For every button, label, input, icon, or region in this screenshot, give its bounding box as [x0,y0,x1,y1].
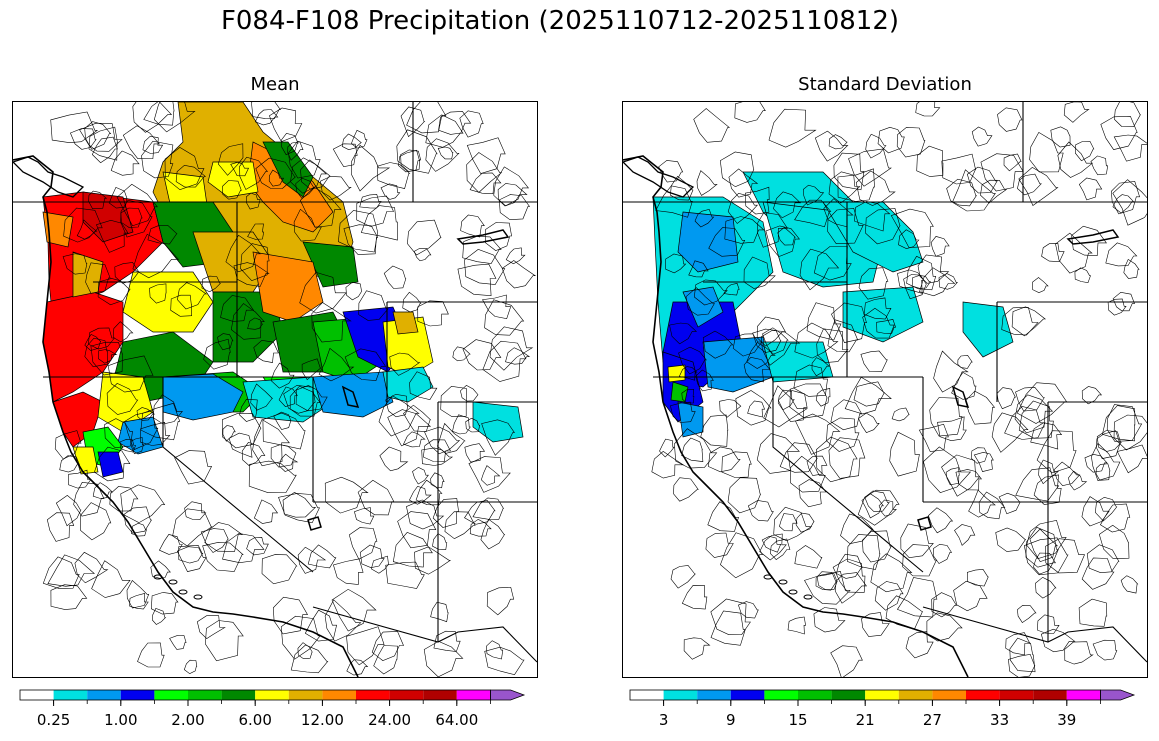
colorbar-stddev: 3 9 15 21 27 33 39 [629,689,1150,735]
figure-title: F084-F108 Precipitation (2025110712-2025… [220,6,900,36]
colorbar-swatch [966,690,1000,700]
island [153,574,163,580]
colorbar-tick-label: 6.00 [238,711,271,729]
great-salt-lake [341,385,360,408]
colorbar-swatch [630,690,664,700]
precip-region [82,191,134,243]
precip-regions [42,102,524,478]
colorbar-mean: 0.25 1.00 2.00 6.00 12.00 24.00 64.00 [19,689,540,735]
precip-region [472,401,524,443]
colorbar-swatch [423,690,457,700]
colorbar-swatch [456,690,491,700]
colorbar-swatch [999,690,1034,700]
colorbar-swatch [356,690,390,700]
colorbar-swatch [188,690,222,700]
island [178,589,188,595]
precip-region [677,401,704,438]
colorbar-swatch [831,690,866,700]
colorbar-swatch [389,690,424,700]
colorbar-swatch [697,690,731,700]
island [788,589,798,595]
colorbar-tick-label: 9 [726,711,736,729]
precip-region [302,241,359,288]
colorbar-tick-label: 27 [923,711,942,729]
precip-region [962,301,1014,358]
island [803,594,813,600]
colorbar-swatch [764,690,798,700]
colorbar-tick-label: 1.00 [104,711,137,729]
island [778,579,788,585]
basin-boundaries [651,102,1147,677]
lake [1066,229,1120,245]
colorbar-swatch [288,690,323,700]
colorbar-swatch [221,690,256,700]
basin-boundaries [42,102,537,677]
colorbar-extend-swatch [489,689,526,701]
map-stddev [622,101,1148,678]
colorbar-extend-swatch [1099,689,1136,701]
colorbar-tick-label: 64.00 [435,711,478,729]
panel-title-stddev: Standard Deviation [798,74,972,95]
colorbar-swatch [865,690,899,700]
precip-region [670,381,689,403]
colorbar-tick-label: 39 [1057,711,1076,729]
colorbar-tick-label: 3 [659,711,669,729]
colorbar-swatch [20,690,54,700]
lake-mead [917,516,932,531]
colorbar-swatch [730,690,765,700]
colorbar-swatch [798,690,832,700]
colorbar-tick-label: 2.00 [171,711,204,729]
colorbar-swatch [898,690,933,700]
colorbar-tick-label: 12.00 [301,711,344,729]
state-borders [13,102,537,663]
precip-region [42,211,74,248]
coastline [13,155,359,677]
island [168,579,178,585]
colorbar-swatch [87,690,121,700]
colorbar-swatch [663,690,698,700]
coastline [623,155,969,677]
colorbar-swatch [322,690,356,700]
colorbar-tick-label: 0.25 [37,711,70,729]
colorbar-tick-label: 21 [856,711,875,729]
island [193,594,203,600]
island [763,574,773,580]
great-salt-lake [951,385,970,408]
vancouver-island [13,156,85,198]
precip-region [392,311,419,335]
precip-regions [652,171,1014,438]
colorbar-tick-label: 33 [990,711,1009,729]
colorbar-swatch [53,690,88,700]
precip-region [667,364,686,383]
precip-region [122,271,214,333]
colorbar-swatch [1033,690,1067,700]
colorbar-tick-label: 15 [788,711,807,729]
lake-mead [307,516,322,531]
colorbar-swatch [1066,690,1101,700]
precip-region [312,371,394,418]
precip-region [677,211,739,273]
state-borders [623,102,1147,663]
precip-region [97,451,124,478]
colorbar-swatch [932,690,966,700]
precip-region [252,251,324,323]
colorbar-tick-label: 24.00 [368,711,411,729]
colorbar-swatch [120,690,155,700]
vancouver-island [623,156,695,198]
colorbar-swatch [255,690,289,700]
panel-title-mean: Mean [250,74,300,95]
map-mean [12,101,538,678]
colorbar-swatch [154,690,188,700]
precip-region [842,286,924,343]
precip-region [682,286,724,328]
lake [456,229,510,245]
precip-region [242,376,334,423]
